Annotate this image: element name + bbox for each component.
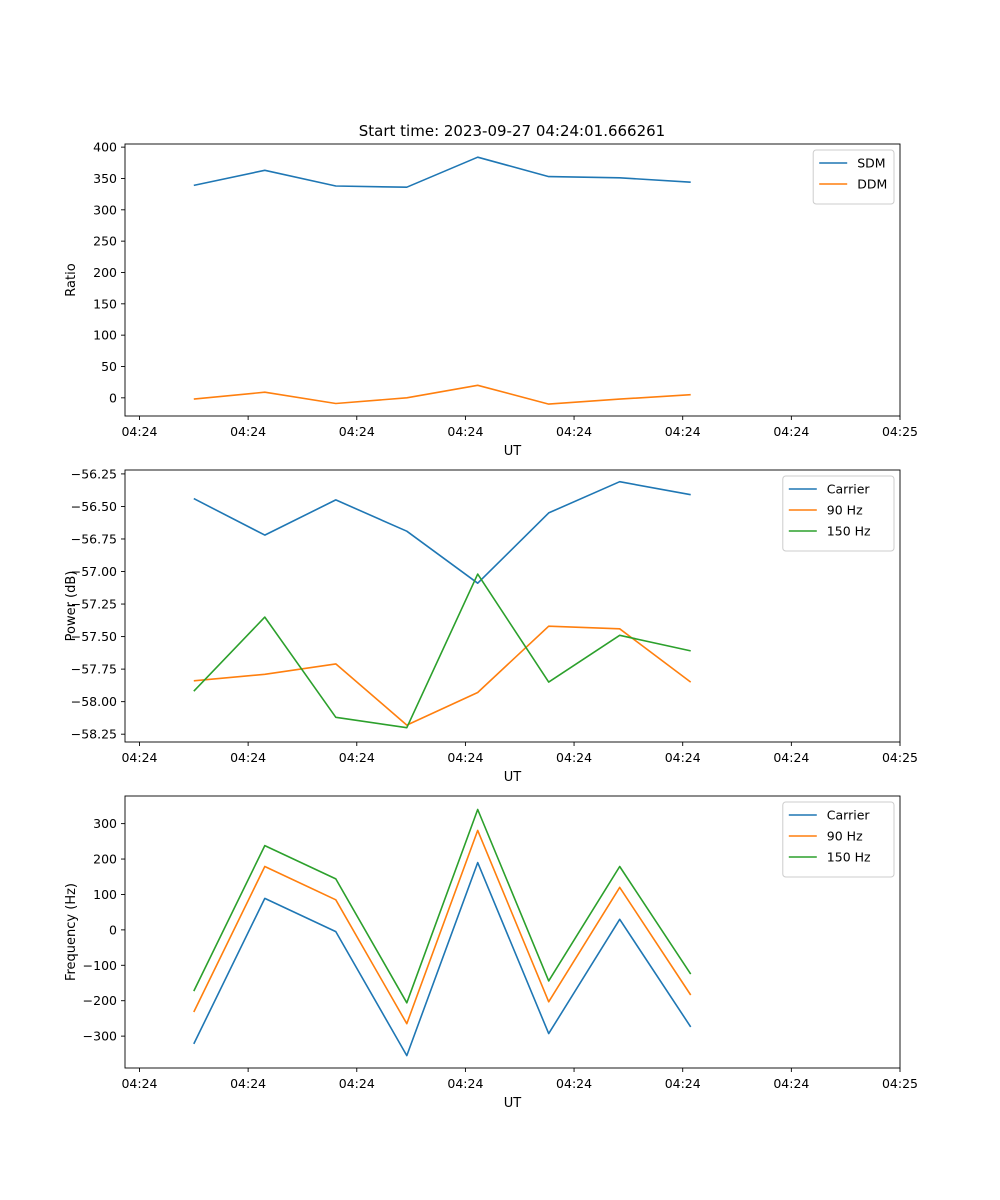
series-line-ddm — [193, 384, 691, 405]
x-axis-label: UT — [504, 444, 522, 459]
y-tick-label: 200 — [93, 852, 117, 867]
x-tick-label: 04:24 — [121, 1076, 157, 1091]
legend-entry: 90 Hz — [827, 503, 863, 518]
axes-frame — [124, 143, 901, 417]
x-axis-label: UT — [504, 1096, 522, 1111]
legend: Carrier 90 Hz 150 Hz — [782, 801, 895, 878]
x-tick-label: 04:24 — [339, 1076, 375, 1091]
y-tick-label: 0 — [109, 922, 117, 937]
panel-2: −58.25 −58.00 −57.75 −57.50 −57.25 −57.00 −56.… — [64, 466, 918, 785]
x-tick-label: 04:24 — [121, 424, 157, 439]
x-tick-label: 04:24 — [773, 1076, 809, 1091]
x-tick-label: 04:24 — [665, 424, 701, 439]
y-tick-label: 300 — [93, 816, 117, 831]
panel-1: 0 50 100 150 200 250 300 350 400 04:24 04:24 04:24 0… — [64, 140, 918, 459]
legend-entry: 90 Hz — [827, 829, 863, 844]
legend-entry: DDM — [857, 177, 887, 192]
x-tick-label: 04:24 — [447, 750, 483, 765]
legend-frame — [782, 475, 895, 552]
y-tick-label: −58.25 — [71, 727, 117, 742]
y-tick-label: 300 — [93, 202, 117, 217]
x-tick-label: 04:24 — [665, 1076, 701, 1091]
series-line-carrier — [193, 480, 691, 585]
axes-frame — [124, 795, 901, 1069]
legend-entry: Carrier — [827, 482, 871, 497]
y-tick-label: 100 — [93, 328, 117, 343]
axes-frame — [124, 469, 901, 743]
y-axis-label: Power (dB) — [64, 571, 79, 642]
x-tick-label: 04:24 — [339, 750, 375, 765]
legend: SDM DDM — [812, 149, 895, 205]
y-tick-label: 100 — [93, 887, 117, 902]
y-tick-label: 50 — [101, 359, 117, 374]
series-line-90-hz — [193, 829, 692, 1025]
y-tick-label: −57.25 — [71, 597, 117, 612]
y-tick-label: −56.75 — [71, 531, 117, 546]
x-tick-label: 04:25 — [882, 424, 918, 439]
legend-entry: 150 Hz — [827, 524, 871, 539]
y-tick-label: 150 — [93, 296, 117, 311]
y-tick-label: −300 — [83, 1029, 117, 1044]
x-tick-label: 04:24 — [447, 1076, 483, 1091]
panel-3: −300 −200 −100 0 100 200 300 04:24 04:24 04:24 04:… — [64, 795, 918, 1111]
x-tick-label: 04:24 — [230, 424, 266, 439]
x-tick-label: 04:24 — [556, 424, 592, 439]
y-axis-label: Frequency (Hz) — [64, 883, 79, 981]
legend-entry: SDM — [857, 156, 885, 171]
y-tick-label: −200 — [83, 993, 117, 1008]
y-tick-label: −56.25 — [71, 466, 117, 481]
x-tick-label: 04:24 — [121, 750, 157, 765]
x-tick-label: 04:24 — [665, 750, 701, 765]
x-tick-label: 04:25 — [882, 750, 918, 765]
y-tick-label: −100 — [83, 958, 117, 973]
x-tick-label: 04:24 — [773, 424, 809, 439]
y-tick-label: −57.00 — [71, 564, 117, 579]
series-line-150-hz — [193, 573, 691, 729]
x-tick-label: 04:24 — [339, 424, 375, 439]
figure-title: Start time: 2023-09-27 04:24:01.666261 — [359, 122, 665, 140]
x-axis-label: UT — [504, 770, 522, 785]
x-tick-label: 04:24 — [230, 750, 266, 765]
y-tick-label: −57.75 — [71, 662, 117, 677]
x-tick-label: 04:24 — [230, 1076, 266, 1091]
x-tick-label: 04:24 — [556, 750, 592, 765]
legend-entry: Carrier — [827, 808, 871, 823]
series-line-150-hz — [193, 808, 692, 1004]
legend-entry: 150 Hz — [827, 850, 871, 865]
series-line-90-hz — [193, 625, 692, 726]
x-tick-label: 04:25 — [882, 1076, 918, 1091]
y-axis-label: Ratio — [64, 263, 79, 296]
y-tick-label: 250 — [93, 234, 117, 249]
x-tick-label: 04:24 — [556, 1076, 592, 1091]
y-tick-label: 200 — [93, 265, 117, 280]
series-line-sdm — [193, 156, 691, 188]
y-tick-label: −56.50 — [71, 499, 117, 514]
y-tick-label: −58.00 — [71, 694, 117, 709]
y-tick-label: 400 — [93, 140, 117, 155]
series-line-carrier — [193, 861, 692, 1057]
x-tick-label: 04:24 — [447, 424, 483, 439]
x-tick-label: 04:24 — [773, 750, 809, 765]
legend-frame — [782, 801, 895, 878]
y-tick-label: 0 — [109, 390, 117, 405]
legend: Carrier 90 Hz 150 Hz — [782, 475, 895, 552]
y-tick-label: −57.50 — [71, 629, 117, 644]
y-tick-label: 350 — [93, 171, 117, 186]
